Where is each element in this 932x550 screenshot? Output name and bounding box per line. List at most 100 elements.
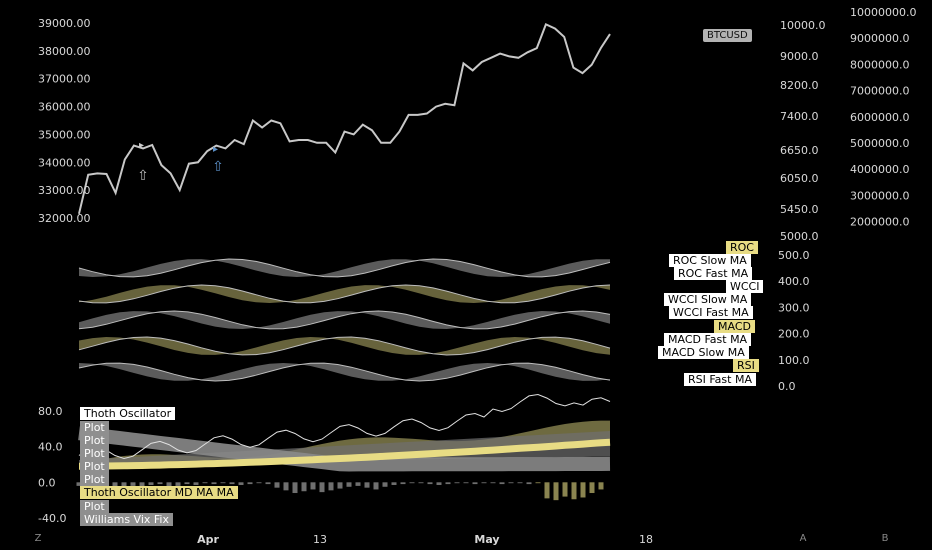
legend-macd-fast-ma: MACD Fast MA — [664, 333, 752, 346]
histogram-bar — [418, 482, 424, 484]
oscillator-ribbon — [79, 285, 610, 303]
histogram-bar — [184, 482, 190, 485]
histogram-bar — [382, 482, 388, 487]
timezone-button[interactable]: Z — [34, 533, 42, 544]
thoth-band — [79, 420, 610, 465]
oscillator-line — [78, 310, 611, 330]
legend-wcci-fast-ma: WCCI Fast MA — [669, 306, 753, 319]
histogram-bar — [256, 482, 262, 484]
price-axis-tick: 39000.00 — [38, 17, 91, 30]
oscillator-ribbon — [79, 311, 610, 329]
legend-plot-4: Plot — [80, 473, 109, 486]
legend-wcci-slow-ma: WCCI Slow MA — [664, 293, 752, 306]
histogram-bar — [544, 482, 550, 499]
oscillator-line — [78, 336, 611, 356]
histogram-bar — [490, 482, 496, 484]
mid-axis-tick: 7400.0 — [780, 110, 819, 123]
histogram-bar — [319, 482, 325, 493]
histogram-bar — [130, 482, 136, 486]
histogram-bar — [445, 482, 451, 485]
histogram-bar — [364, 482, 370, 488]
histogram-bar — [499, 482, 505, 485]
histogram-bar — [454, 482, 460, 484]
histogram-bar — [571, 482, 577, 500]
price-pane: ⇧ ⇧ ▸ ▸ — [78, 23, 611, 215]
legend-macd-slow-ma: MACD Slow MA — [658, 346, 749, 359]
price-axis-tick: 35000.00 — [38, 128, 91, 141]
histogram-bar — [265, 482, 271, 485]
legend-roc-fast-ma: ROC Fast MA — [674, 267, 753, 280]
thoth-pane — [76, 393, 611, 501]
histogram-bar — [148, 482, 154, 485]
right-axis-tick: 5000000.0 — [850, 137, 910, 150]
mid-axis-tick: 6050.0 — [780, 172, 819, 185]
symbol-badge[interactable]: BTCUSD — [703, 29, 752, 42]
price-axis-tick: 32000.00 — [38, 212, 91, 225]
price-axis-tick: 38000.00 — [38, 45, 91, 58]
price-axis-tick: 37000.00 — [38, 73, 91, 86]
histogram-bar — [409, 482, 415, 484]
oscillator-axis-tick: 100.0 — [778, 354, 810, 367]
right-axis-tick: 3000000.0 — [850, 189, 910, 202]
mid-axis-tick: 5450.0 — [780, 203, 819, 216]
right-axis-tick: 8000000.0 — [850, 58, 910, 71]
time-axis-tick: 18 — [639, 533, 653, 546]
oscillator-axis-tick: 500.0 — [778, 249, 810, 262]
price-axis-tick: 36000.00 — [38, 101, 91, 114]
histogram-bar — [211, 482, 217, 485]
oscillator-ribbon — [79, 337, 610, 355]
mid-axis-tick: 8200.0 — [780, 79, 819, 92]
legend-wcci: WCCI — [726, 280, 764, 293]
histogram-bar — [427, 482, 433, 485]
scale-b-button[interactable]: B — [881, 533, 889, 544]
thoth-axis-tick: 0.0 — [38, 476, 56, 489]
histogram-bar — [346, 482, 352, 487]
legend-thoth-oscillator: Thoth Oscillator — [80, 407, 176, 420]
signal-arrow-icon: ⇧ — [212, 159, 224, 175]
histogram-bar — [481, 482, 487, 484]
oscillator-line — [78, 258, 611, 278]
thoth-band-grey — [79, 431, 610, 465]
price-axis-tick: 33000.00 — [38, 184, 91, 197]
right-axis-tick: 10000000.0 — [850, 6, 916, 19]
legend-rsi-fast-ma: RSI Fast MA — [684, 373, 756, 386]
histogram-bar — [193, 482, 199, 485]
right-axis-tick: 4000000.0 — [850, 163, 910, 176]
oscillator-line — [78, 362, 611, 382]
legend-thoth-md-ma-ma: Thoth Oscillator MD MA MA — [80, 486, 238, 499]
right-axis-tick: 2000000.0 — [850, 216, 910, 229]
mid-axis-tick: 9000.0 — [780, 50, 819, 63]
histogram-bar — [274, 482, 280, 488]
thoth-axis-tick: 40.0 — [38, 441, 63, 454]
time-axis-tick: May — [474, 533, 499, 546]
thoth-axis-tick: -40.0 — [38, 512, 66, 525]
histogram-bar — [310, 482, 316, 490]
histogram-bar — [238, 482, 244, 485]
histogram-bar — [598, 482, 604, 490]
mid-axis-tick: 6650.0 — [780, 144, 819, 157]
oscillator-pane — [78, 258, 611, 382]
histogram-bar — [355, 482, 361, 486]
histogram-bar — [112, 482, 118, 487]
histogram-bar — [175, 482, 181, 486]
price-line — [78, 23, 611, 215]
thoth-oscillator-line — [78, 393, 611, 460]
histogram-bar — [400, 482, 406, 485]
legend-williams-vix-fix: Williams Vix Fix — [80, 513, 173, 526]
signal-flag-icon: ▸ — [139, 140, 144, 151]
histogram-bar — [283, 482, 289, 491]
axes: 39000.00 38000.00 37000.00 36000.00 35000.00… — [38, 6, 916, 546]
signal-arrow-icon: ⇧ — [137, 168, 149, 184]
histogram-bar — [166, 482, 172, 487]
histogram-bar — [508, 482, 514, 484]
legend-plot-6: Plot — [80, 500, 109, 513]
auto-scale-button[interactable]: A — [799, 533, 807, 544]
time-axis-tick: 13 — [313, 533, 327, 546]
histogram-bar — [328, 482, 334, 491]
oscillator-axis-tick: 0.0 — [778, 380, 796, 393]
oscillator-axis-tick: 200.0 — [778, 328, 810, 341]
signal-flag-icon: ▸ — [213, 144, 218, 155]
oscillator-ribbon — [79, 363, 610, 381]
histogram-bar — [535, 482, 541, 484]
histogram-bar — [202, 482, 208, 484]
